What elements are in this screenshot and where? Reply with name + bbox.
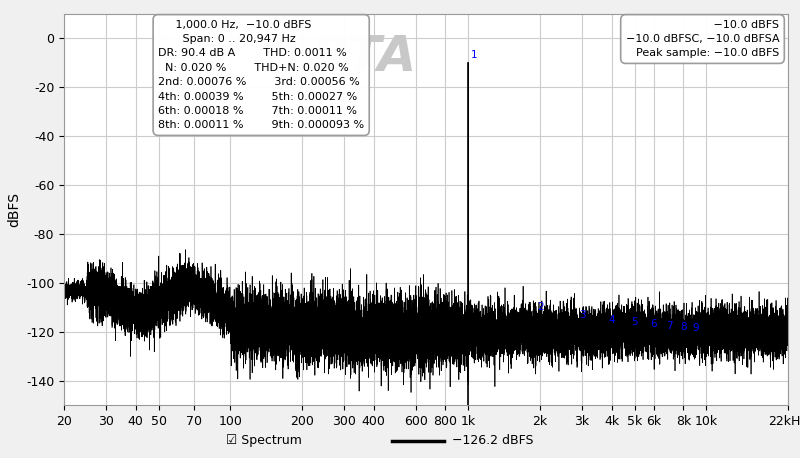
Text: RTA: RTA [312, 33, 417, 82]
Text: 6: 6 [650, 320, 657, 329]
Text: −126.2 dBFS: −126.2 dBFS [452, 434, 534, 447]
Y-axis label: dBFS: dBFS [8, 192, 22, 227]
Text: 7: 7 [666, 321, 673, 331]
Text: −10.0 dBFS
−10.0 dBFSC, −10.0 dBFSA
Peak sample: −10.0 dBFS: −10.0 dBFS −10.0 dBFSC, −10.0 dBFSA Peak… [626, 20, 779, 59]
Text: 4: 4 [609, 315, 615, 325]
Text: 3: 3 [578, 310, 586, 320]
Text: 5: 5 [631, 317, 638, 327]
Text: 9: 9 [692, 323, 699, 333]
Text: 1,000.0 Hz,  −10.0 dBFS
       Span: 0 .. 20,947 Hz
DR: 90.4 dB A        THD: 0.: 1,000.0 Hz, −10.0 dBFS Span: 0 .. 20,947… [158, 20, 364, 131]
Text: 2: 2 [537, 302, 543, 312]
Text: 8: 8 [680, 322, 686, 332]
Text: 1: 1 [470, 50, 477, 60]
Text: ☑ Spectrum: ☑ Spectrum [226, 434, 302, 447]
